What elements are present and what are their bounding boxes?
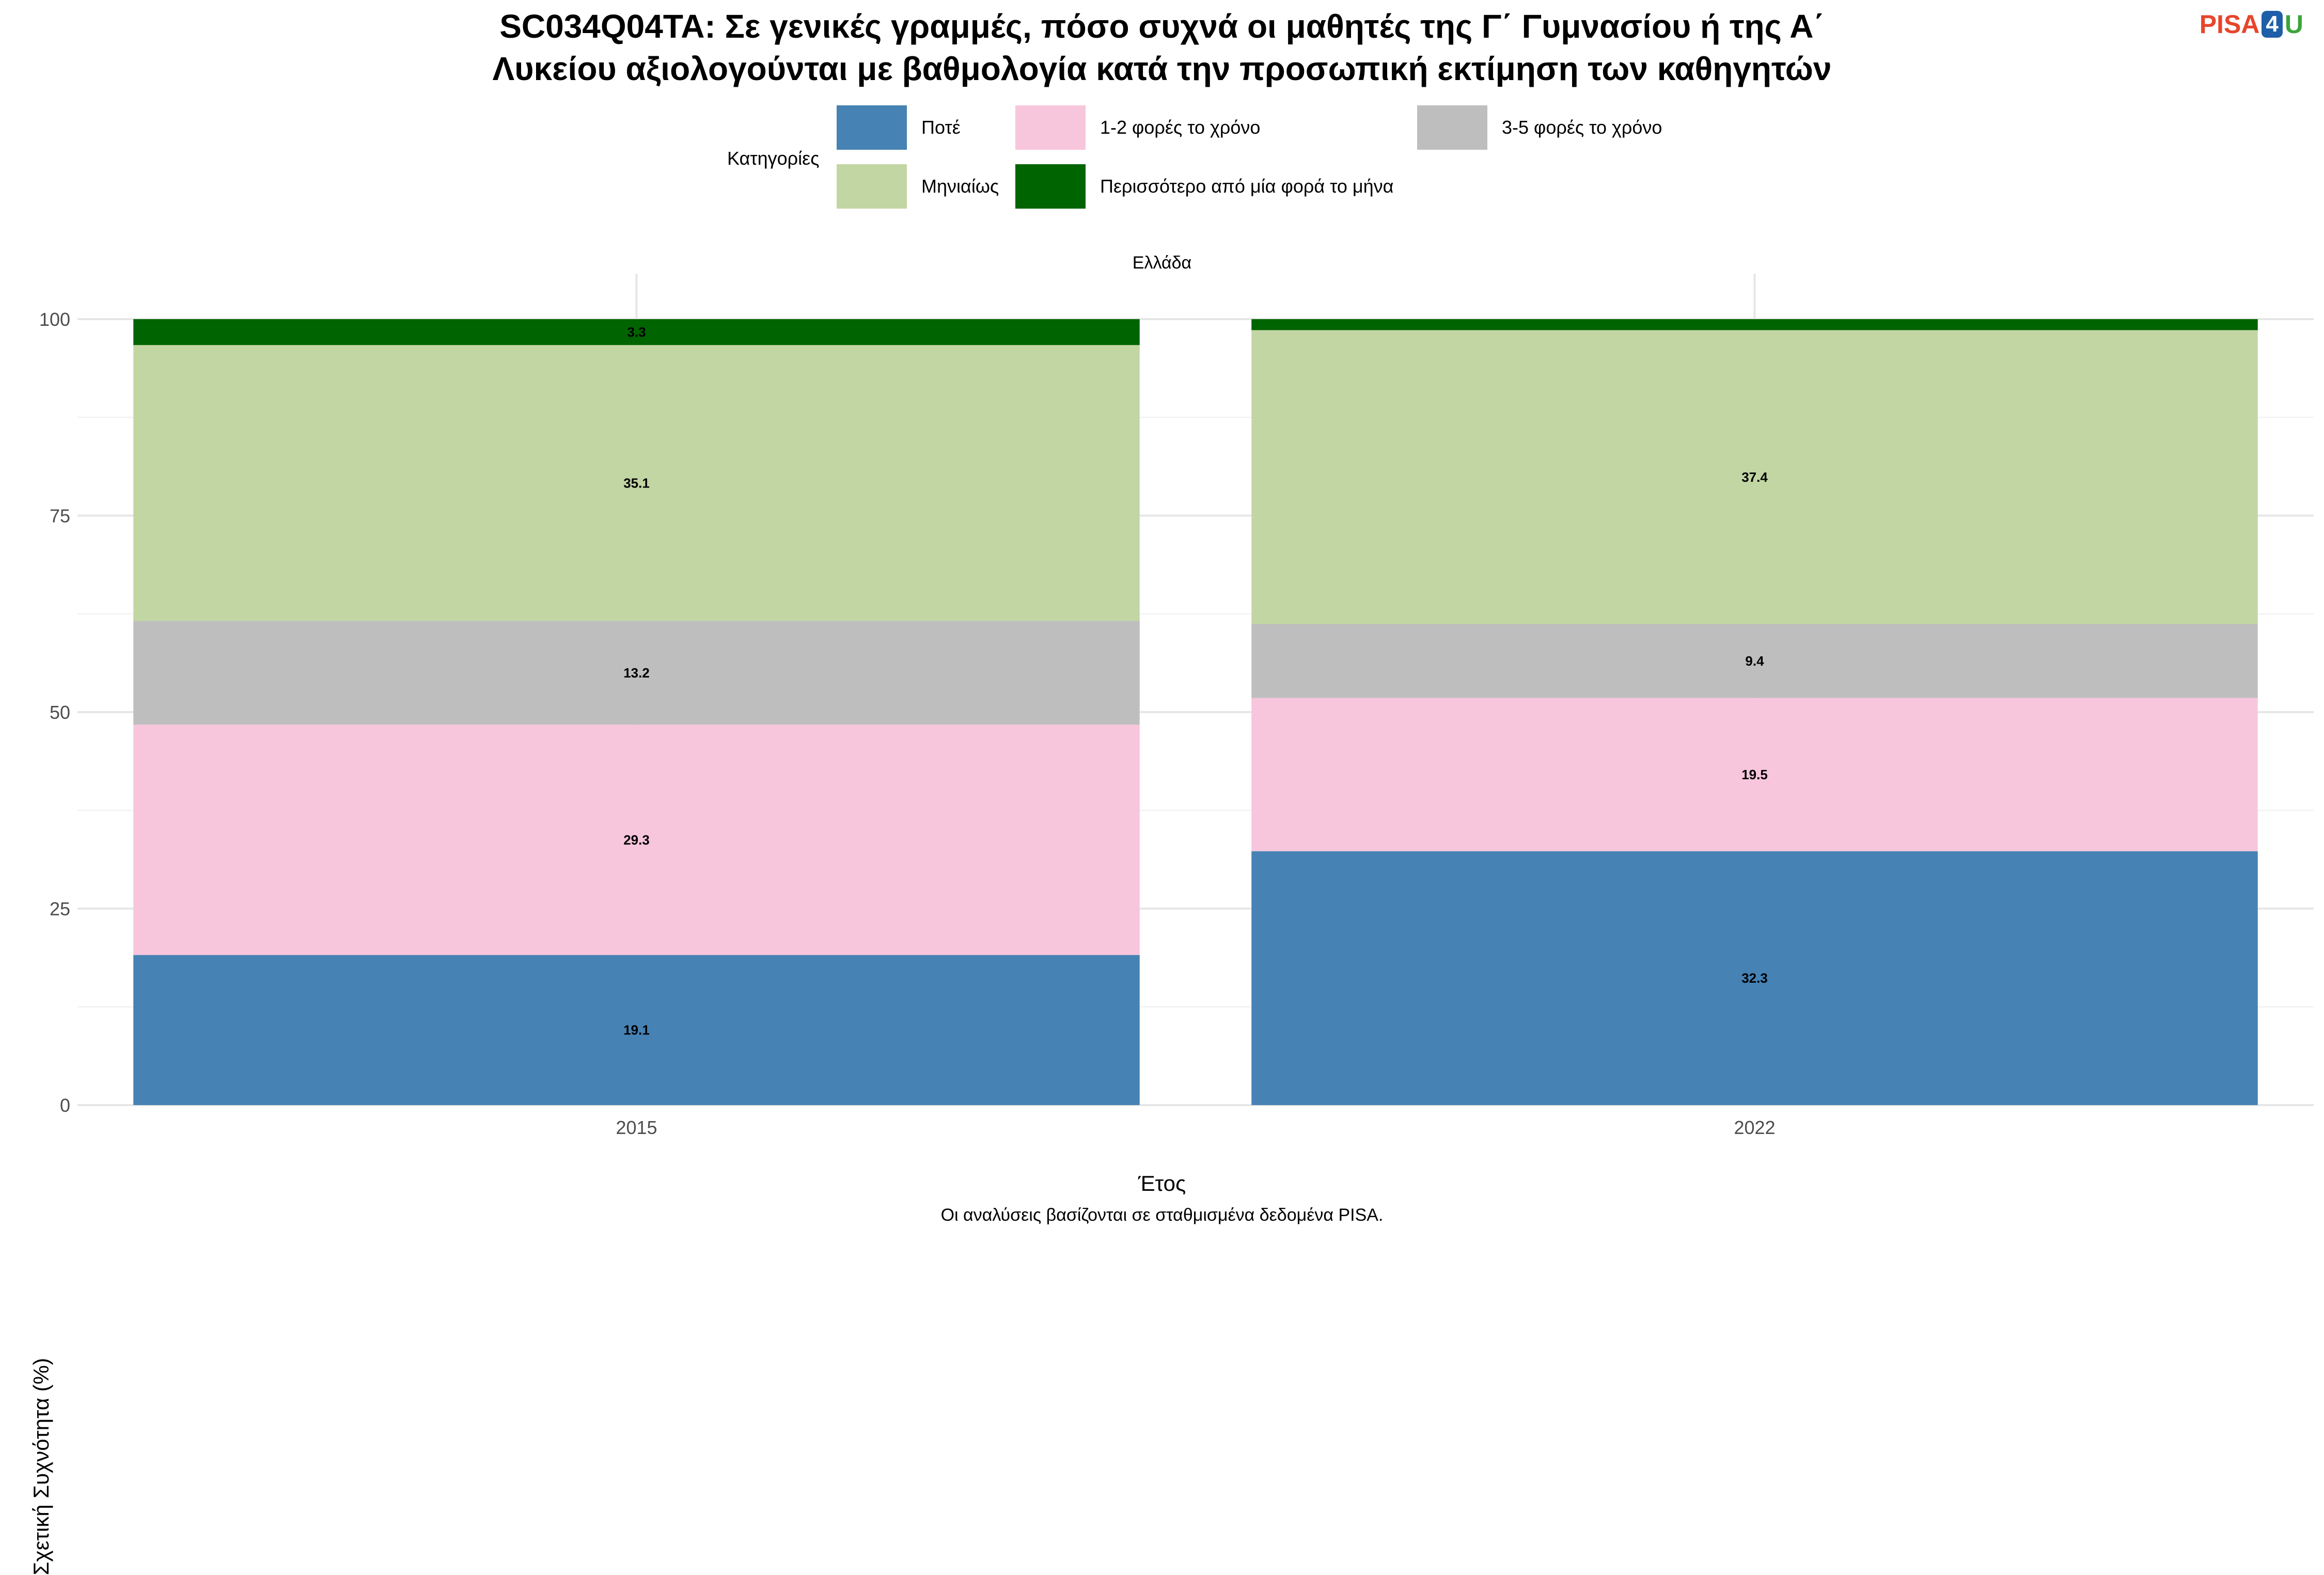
legend-item-more-than-monthly: Περισσότερο από μία φορά το μήνα xyxy=(1015,164,1393,209)
bar-segment xyxy=(1251,319,2258,330)
x-axis-label: Έτος xyxy=(1138,1171,1186,1195)
y-axis-ticks: 0 25 50 75 100 xyxy=(39,309,70,1116)
y-tick-label: 0 xyxy=(60,1095,70,1116)
chart-title-line-1: SC034Q04TA: Σε γενικές γραμμές, πόσο συχ… xyxy=(499,8,1825,45)
legend-item-monthly: Μηνιαίως xyxy=(837,164,999,209)
y-tick-label: 100 xyxy=(39,309,70,330)
bar-value-label: 9.4 xyxy=(1745,653,1764,669)
legend-label-more-than-monthly: Περισσότερο από μία φορά το μήνα xyxy=(1100,176,1394,197)
bar-segment xyxy=(133,621,1140,725)
bar-value-label: 19.5 xyxy=(1741,767,1768,782)
legend-item-never: Ποτέ xyxy=(837,105,961,150)
bar-segment xyxy=(133,955,1140,1105)
bar-value-label: 37.4 xyxy=(1741,469,1768,485)
bar-value-label: 32.3 xyxy=(1741,970,1768,986)
y-tick-label: 25 xyxy=(50,899,70,920)
bar-value-label: 29.3 xyxy=(623,832,650,847)
legend-title: Κατηγορίες xyxy=(727,148,820,169)
bar-value-label: 3.3 xyxy=(627,324,646,340)
legend-label-1-2-per-year: 1-2 φορές το χρόνο xyxy=(1100,117,1261,138)
chart-title-line-2: Λυκείου αξιολογούνται με βαθμολογία κατά… xyxy=(492,50,1832,87)
legend-label-never: Ποτέ xyxy=(921,117,961,138)
facet-label: Ελλάδα xyxy=(1132,253,1192,273)
legend-item-1-2-per-year: 1-2 φορές το χρόνο xyxy=(1015,105,1260,150)
logo-part-pisa: PISA xyxy=(2199,10,2260,39)
bar-value-label: 19.1 xyxy=(623,1022,650,1038)
legend-swatch-3-5-per-year xyxy=(1417,105,1487,150)
x-tick-label: 2022 xyxy=(1734,1117,1775,1138)
legend-item-3-5-per-year: 3-5 φορές το χρόνο xyxy=(1417,105,1662,150)
bar-segment xyxy=(1251,698,2258,852)
bar-segment xyxy=(1251,851,2258,1105)
x-axis-ticks: 2015 2022 xyxy=(616,1117,1775,1138)
legend-swatch-never xyxy=(837,105,907,150)
legend-swatch-more-than-monthly xyxy=(1015,164,1086,209)
caption: Οι αναλύσεις βασίζονται σε σταθμισμένα δ… xyxy=(940,1205,1384,1225)
legend-swatch-monthly xyxy=(837,164,907,209)
stacked-bar-chart: 0 25 50 75 100 19.1 29.3 13.2 35.1 3.3 32.3 19.5 9.… xyxy=(39,274,2314,1138)
x-tick-label: 2015 xyxy=(616,1117,657,1138)
bar-segment xyxy=(133,319,1140,345)
y-axis-label: Σχετική Συχνότητα (%) xyxy=(29,1358,53,1575)
bar-value-label: 13.2 xyxy=(623,665,650,681)
bar-segment xyxy=(1251,624,2258,698)
bar-segment xyxy=(133,345,1140,621)
y-tick-label: 75 xyxy=(50,506,70,527)
bar-segment xyxy=(133,724,1140,955)
legend-label-3-5-per-year: 3-5 φορές το χρόνο xyxy=(1502,117,1662,138)
bars xyxy=(133,319,2258,1105)
pisa4u-logo: PISA 4 U xyxy=(2200,9,2303,39)
chart-title: SC034Q04TA: Σε γενικές γραμμές, πόσο συχ… xyxy=(0,5,2324,90)
legend-label-monthly: Μηνιαίως xyxy=(921,176,999,197)
legend-swatch-1-2-per-year xyxy=(1015,105,1086,150)
logo-part-4: 4 xyxy=(2262,11,2283,38)
bar-value-labels: 19.1 29.3 13.2 35.1 3.3 32.3 19.5 9.4 37.4 xyxy=(623,324,1768,1038)
bar-value-label: 35.1 xyxy=(623,475,650,491)
bar-segment xyxy=(1251,330,2258,624)
logo-part-u: U xyxy=(2284,10,2303,39)
y-tick-label: 50 xyxy=(50,702,70,723)
